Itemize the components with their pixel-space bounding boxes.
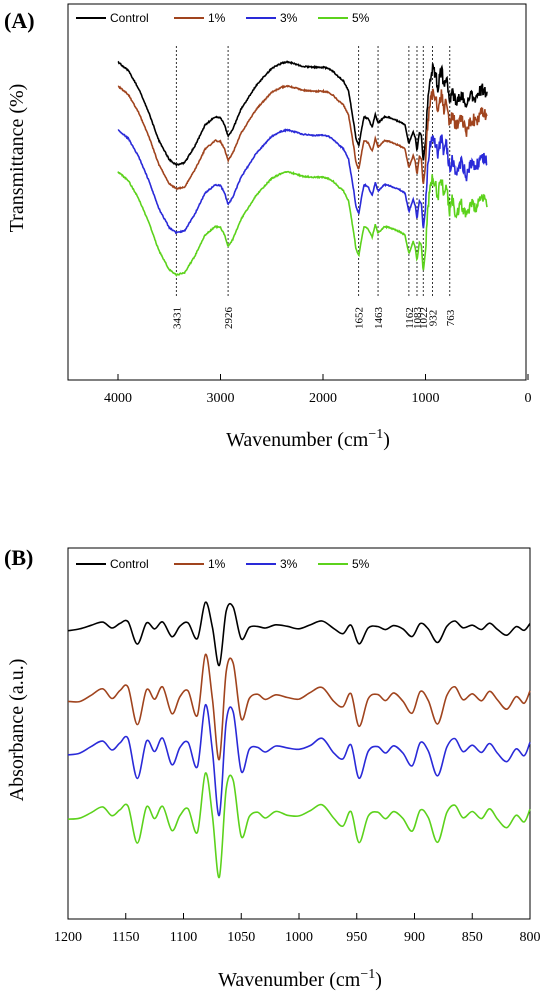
legend-label: 1% <box>208 11 226 25</box>
peak-label: 1022 <box>418 307 430 329</box>
peak-label: 763 <box>445 309 457 326</box>
panel-a-letter: (A) <box>4 8 35 33</box>
panel-b-tick-label: 1150 <box>112 930 139 945</box>
panel-b-tick-label: 1050 <box>227 930 255 945</box>
panel-a-tick-label: 4000 <box>104 391 132 406</box>
panel-b-legend: Control 1% 3% 5% <box>76 557 370 571</box>
series-line-1 <box>67 601 531 667</box>
panel-b-tick-label: 1100 <box>170 930 197 945</box>
legend-label: 5% <box>352 557 370 571</box>
peak-label: 3431 <box>171 307 183 329</box>
panel-a-x-axis: 4000 3000 2000 1000 0 <box>104 374 532 406</box>
panel-b-tick-label: 1000 <box>285 930 313 945</box>
legend-label: Control <box>110 11 149 25</box>
legend-label: 3% <box>280 11 298 25</box>
series-line-3 <box>67 704 531 817</box>
panel-b-letter: (B) <box>4 545 33 570</box>
panel-b-frame <box>67 547 531 920</box>
peak-label: 2926 <box>223 307 235 330</box>
panel-a-frame <box>67 3 527 381</box>
legend-label: 3% <box>280 557 298 571</box>
legend-label: 1% <box>208 557 226 571</box>
panel-b-ylabel: Absorbance (a.u.) <box>6 659 28 802</box>
panel-a-tick-label: 1000 <box>412 391 440 406</box>
peak-label: 1463 <box>373 307 385 330</box>
panel-b-tick-label: 900 <box>404 930 425 945</box>
panel-b-tick-label: 950 <box>346 930 367 945</box>
panel-b-series <box>67 601 531 879</box>
peak-label: 1083 <box>412 307 424 330</box>
peak-label: 1652 <box>354 307 366 329</box>
panel-b-tick-label: 1200 <box>54 930 82 945</box>
series-line-3 <box>117 128 488 235</box>
panel-a-xlabel: Wavenumber (cm−1) <box>226 427 390 451</box>
panel-a-ylabel: Transmittance (%) <box>6 84 28 233</box>
legend-label: Control <box>110 557 149 571</box>
panel-a-tick-label: 2000 <box>309 391 337 406</box>
peak-label: 1162 <box>404 307 416 329</box>
series-line-2 <box>67 653 531 761</box>
peak-label: 932 <box>427 310 439 327</box>
panel-b-xlabel: Wavenumber (cm−1) <box>218 967 382 991</box>
panel-b-x-axis: 1200 1150 1100 1050 1000 950 900 850 800 <box>54 913 541 945</box>
series-line-4 <box>67 772 531 879</box>
panel-b-tick-label: 850 <box>462 930 483 945</box>
panel-a-series <box>117 60 488 277</box>
panel-a-legend: Control 1% 3% 5% <box>76 11 370 25</box>
series-line-1 <box>117 60 488 167</box>
legend-label: 5% <box>352 11 370 25</box>
series-line-4 <box>117 170 488 277</box>
panel-a-tick-label: 0 <box>525 391 532 406</box>
panel-b-tick-label: 800 <box>520 930 541 945</box>
series-line-2 <box>117 84 488 191</box>
panel-a-tick-label: 3000 <box>207 391 235 406</box>
